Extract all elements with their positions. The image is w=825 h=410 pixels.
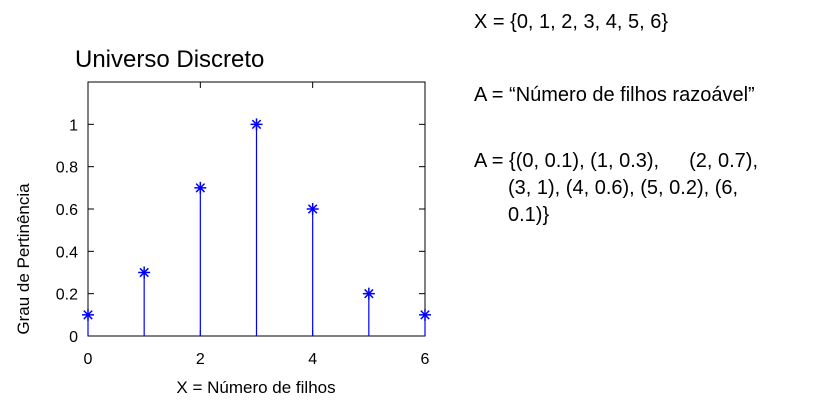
pairs-line-1: A = {(0, 0.1), (1, 0.3), (2, 0.7), (474, 148, 819, 175)
asterisk-marker (419, 308, 431, 321)
x-tick-label: 0 (84, 351, 93, 368)
asterisk-marker (250, 118, 263, 131)
fuzzy-set-definition: A = “Número de filhos razoável” (474, 84, 755, 106)
asterisk-marker (82, 308, 94, 321)
chart-title: Universo Discreto (75, 46, 264, 73)
asterisk-marker (138, 266, 151, 279)
y-tick-label: 1 (69, 117, 78, 134)
y-tick-label: 0.8 (56, 160, 78, 177)
y-axis-label: Grau de Pertinência (14, 183, 33, 335)
pairs-line-1-a: A = {(0, 0.1), (1, 0.3), (474, 150, 660, 172)
x-tick-label: 4 (308, 351, 317, 368)
x-tick-label: 6 (421, 351, 430, 368)
y-tick-label: 0.4 (56, 244, 78, 261)
membership-chart: Universo Discreto 0 0.2 0.4 0.6 0.8 1 0 2 4 6 X … (14, 46, 431, 397)
pairs-line-1-b: (2, 0.7), (689, 150, 759, 172)
asterisk-marker (362, 287, 375, 300)
y-tick-label: 0 (69, 329, 78, 346)
x-axis-label: X = Número de filhos (176, 378, 335, 397)
pairs-line-2: (3, 1), (4, 0.6), (5, 0.2), (6, (508, 177, 739, 199)
asterisk-marker (306, 203, 319, 215)
stem-series (82, 118, 431, 336)
y-tick-label: 0.2 (56, 287, 78, 304)
x-tick-label: 2 (196, 351, 205, 368)
fuzzy-set-pairs: A = {(0, 0.1), (1, 0.3), (2, 0.7), (3, 1)… (474, 148, 819, 229)
y-axis-ticks: 0 0.2 0.4 0.6 0.8 1 (56, 117, 425, 346)
universe-set: X = {0, 1, 2, 3, 4, 5, 6} (474, 11, 669, 33)
pairs-line-3: 0.1)} (508, 204, 550, 226)
y-tick-label: 0.6 (56, 202, 78, 219)
asterisk-marker (194, 181, 207, 194)
